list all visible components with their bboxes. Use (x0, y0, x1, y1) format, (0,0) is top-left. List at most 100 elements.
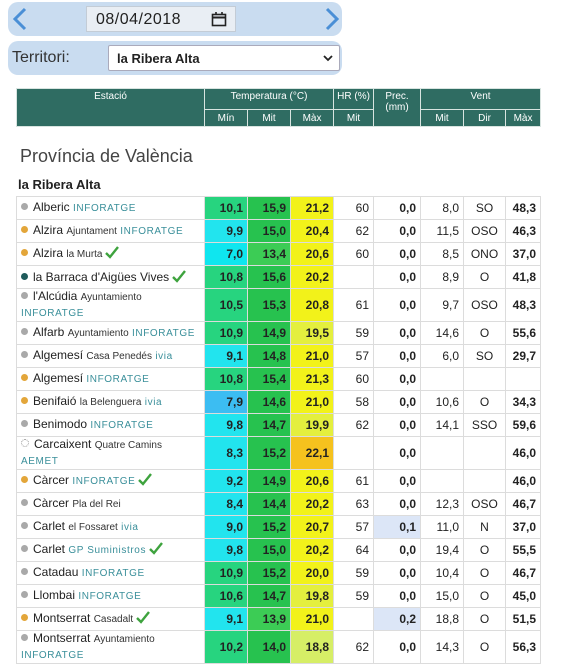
value-cell: 57 (333, 515, 374, 539)
status-dot (21, 545, 28, 552)
value-cell: 15,0 (247, 219, 291, 243)
check-mark (105, 246, 120, 259)
status-dot (21, 292, 28, 299)
date-input[interactable]: 08/04/2018 (86, 6, 236, 32)
station-name: Alzira (33, 246, 64, 260)
station-name: Alzira (33, 223, 64, 237)
value-cell: 48,3 (505, 288, 541, 322)
value-cell: 14,0 (247, 630, 291, 664)
value-cell: 8,9 (420, 265, 464, 289)
station-row: Alberic INFORATGE 10,1 15,9 21,2 60 0,0 8,0 SO 4… (16, 196, 541, 220)
header-row: Mín Mit Màx Mit Mit Dir Màx (17, 109, 542, 127)
station-name: Catadau (33, 565, 79, 579)
value-cell: 15,9 (247, 196, 291, 220)
value-cell: 20,2 (290, 538, 334, 562)
station-cell: Alberic INFORATGE (16, 196, 205, 220)
value-cell: 55,6 (505, 321, 541, 345)
value-cell: 15,0 (247, 538, 291, 562)
value-cell: 9,7 (420, 288, 464, 322)
prev-day[interactable] (12, 7, 28, 31)
value-cell: 20,0 (290, 561, 334, 585)
value-cell: 10,6 (420, 390, 464, 414)
station-cell: Montserrat Casadalt (16, 607, 205, 631)
value-cell: 21,2 (290, 196, 334, 220)
station-cell: Carcaixent Quatre Camins AEMET (16, 436, 205, 470)
value-cell: 21,3 (290, 367, 334, 391)
value-cell: 0,0 (373, 367, 421, 391)
status-dot (21, 522, 28, 529)
verified-check (136, 611, 151, 624)
value-cell: O (463, 538, 506, 562)
station-row: Algemesí Casa Penedés ivia 9,1 14,8 21,0 57 0… (16, 344, 541, 368)
station-cell: Benifaió la Belenguera ivia (16, 390, 205, 414)
station-row: Alzira la Murta 7,0 13,4 20,6 60 0,0 8,5 ONO 37,… (16, 242, 541, 266)
territory-select[interactable]: la Ribera Alta (108, 45, 340, 71)
status-dot (21, 397, 28, 404)
station-source: INFORATGE (81, 568, 145, 579)
station-cell: l'Alcúdia Ayuntamiento INFORATGE (16, 288, 205, 322)
value-cell (420, 469, 464, 493)
value-cell: 10,9 (204, 561, 248, 585)
status-dot (21, 203, 28, 210)
value-cell: 9,2 (204, 469, 248, 493)
value-cell: 59 (333, 321, 374, 345)
value-cell: 20,7 (290, 515, 334, 539)
value-cell: 15,2 (247, 561, 291, 585)
value-cell: 21,0 (290, 390, 334, 414)
value-cell: 59 (333, 561, 374, 585)
status-dot (21, 374, 28, 381)
value-cell: 20,6 (290, 242, 334, 266)
station-row: la Barraca d'Aigües Vives 10,8 15,6 20,2 0,0… (16, 265, 541, 289)
value-cell: 0,0 (373, 321, 421, 345)
value-cell: 64 (333, 538, 374, 562)
station-cell: Montserrat Ayuntamiento INFORATGE (16, 630, 205, 664)
value-cell: 34,3 (505, 390, 541, 414)
status-dot (21, 634, 28, 641)
value-cell: 0,2 (373, 607, 421, 631)
value-cell: 14,3 (420, 630, 464, 664)
header-cell: Màx (505, 109, 542, 127)
territory-label: Territori: (12, 49, 70, 66)
station-cell: Algemesí Casa Penedés ivia (16, 344, 205, 368)
value-cell: 63 (333, 492, 374, 516)
value-cell: 9,1 (204, 344, 248, 368)
status-dot (21, 499, 28, 506)
station-place: Casa Penedés (86, 351, 152, 362)
value-cell (463, 367, 506, 391)
table-header: Estació Temperatura (°C) HR (%) Prec. (m… (16, 88, 542, 127)
value-cell: 14,7 (247, 584, 291, 608)
station-place: Pla del Rei (72, 499, 121, 510)
value-cell: 37,0 (505, 515, 541, 539)
value-cell: 8,0 (420, 196, 464, 220)
value-cell: 46,7 (505, 561, 541, 585)
value-cell: 29,7 (505, 344, 541, 368)
value-cell: 9,0 (204, 515, 248, 539)
station-row: Alzira Ajuntament INFORATGE 9,9 15,0 20,4 62… (16, 219, 541, 243)
value-cell (420, 436, 464, 470)
station-row: Montserrat Ayuntamiento INFORATGE 10,2 14,… (16, 630, 541, 664)
value-cell: O (463, 630, 506, 664)
verified-check (172, 270, 187, 283)
station-cell: Alzira la Murta (16, 242, 205, 266)
header-cell: Mit (247, 109, 291, 127)
next-day[interactable] (324, 7, 340, 31)
station-name: Alfarb (33, 325, 65, 339)
station-row: Carlet GP Suministros 9,8 15,0 20,2 64 0,0 19,… (16, 538, 541, 562)
check-mark (149, 542, 163, 555)
station-row: Montserrat Casadalt 9,1 13,9 21,0 0,2 18,8 O 51… (16, 607, 541, 631)
value-cell: 59,6 (505, 413, 541, 437)
value-cell: 0,0 (373, 390, 421, 414)
value-cell: 19,9 (290, 413, 334, 437)
header-cell: Mit (333, 109, 375, 127)
value-cell: N (463, 515, 506, 539)
status-dot (21, 249, 28, 256)
station-name: Càrcer (33, 496, 70, 510)
value-cell: O (463, 321, 506, 345)
value-cell: 46,3 (505, 219, 541, 243)
value-cell: O (463, 265, 506, 289)
region-title: la Ribera Alta (18, 177, 101, 192)
territory-value: la Ribera Alta (117, 51, 200, 66)
calendar-icon[interactable] (211, 11, 227, 27)
value-cell: 61 (333, 469, 374, 493)
value-cell: 18,8 (290, 630, 334, 664)
